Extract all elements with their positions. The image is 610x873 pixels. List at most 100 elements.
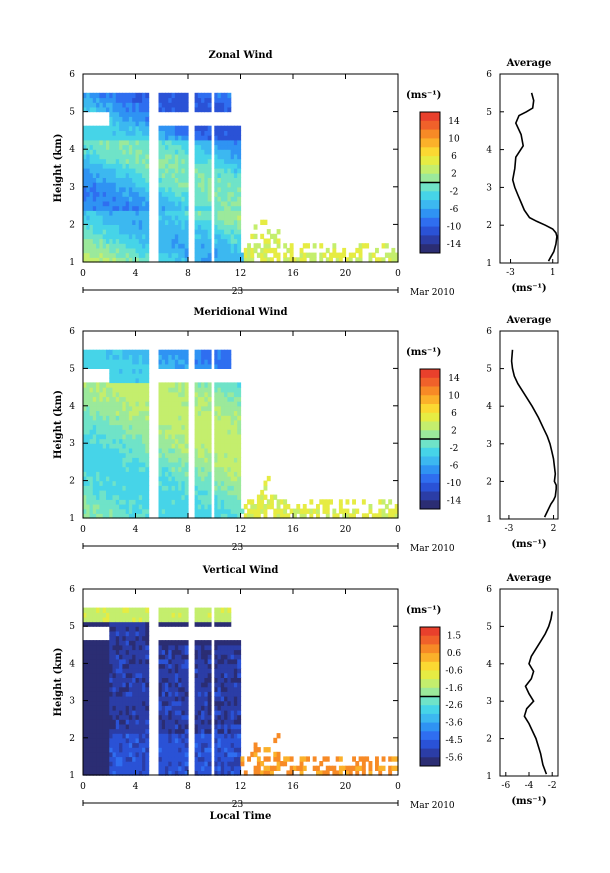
heatmap-cell bbox=[158, 106, 163, 113]
heatmap-cell bbox=[194, 158, 199, 164]
heatmap-cell bbox=[204, 672, 209, 678]
heatmap-cell bbox=[102, 640, 107, 646]
heatmap-cell bbox=[135, 368, 140, 374]
heatmap-cell bbox=[109, 452, 114, 458]
heatmap-cell bbox=[102, 233, 107, 240]
heatmap-cell bbox=[115, 363, 120, 369]
heatmap-cell bbox=[214, 770, 219, 776]
heatmap-cell bbox=[109, 363, 114, 369]
heatmap-cell bbox=[338, 257, 343, 263]
heatmap-cell bbox=[178, 135, 183, 141]
heatmap-cell bbox=[197, 513, 202, 519]
heatmap-cell bbox=[201, 229, 205, 235]
heatmap-cell bbox=[171, 770, 176, 776]
heatmap-cell bbox=[197, 130, 202, 136]
heatmap-cell bbox=[86, 756, 91, 762]
heatmap-cell bbox=[197, 723, 202, 730]
heatmap-cell bbox=[96, 616, 100, 623]
colorbar-swatch bbox=[420, 120, 440, 130]
heatmap-cell bbox=[125, 163, 130, 169]
heatmap-cell bbox=[165, 191, 169, 197]
heatmap-cell bbox=[194, 621, 199, 627]
heatmap-cell bbox=[145, 373, 150, 379]
heatmap-cell bbox=[207, 480, 212, 486]
heatmap-cell bbox=[138, 97, 143, 103]
colorbar-swatch bbox=[420, 696, 440, 706]
heatmap-cell bbox=[201, 696, 205, 702]
heatmap-cell bbox=[243, 504, 248, 510]
heatmap-cell bbox=[384, 504, 389, 510]
heatmap-cell bbox=[197, 125, 202, 131]
heatmap-cell bbox=[197, 396, 202, 402]
heatmap-cell bbox=[109, 466, 114, 472]
heatmap-cell bbox=[165, 433, 169, 440]
heatmap-cell bbox=[174, 714, 179, 720]
heatmap-cell bbox=[214, 756, 219, 762]
heatmap-cell bbox=[171, 401, 176, 407]
heatmap-cell bbox=[201, 363, 205, 369]
heatmap-cell bbox=[102, 405, 107, 412]
heatmap-cell bbox=[227, 382, 232, 388]
heatmap-cell bbox=[168, 257, 173, 263]
heatmap-cell bbox=[181, 135, 186, 141]
heatmap-cell bbox=[92, 457, 97, 463]
heatmap-cell bbox=[233, 419, 238, 426]
heatmap-cell bbox=[158, 257, 163, 263]
heatmap-cell bbox=[194, 257, 199, 263]
heatmap-cell bbox=[178, 621, 183, 627]
heatmap-cell bbox=[197, 391, 202, 398]
heatmap-cell bbox=[132, 116, 137, 122]
heatmap-cell bbox=[227, 233, 232, 240]
heatmap-cell bbox=[375, 247, 379, 254]
heatmap-cell bbox=[106, 504, 110, 510]
heatmap-cell bbox=[250, 247, 255, 254]
heatmap-cell bbox=[201, 210, 205, 216]
heatmap-cell bbox=[168, 654, 173, 660]
heatmap-cell bbox=[184, 243, 189, 249]
heatmap-cell bbox=[201, 415, 205, 421]
heatmap-cell bbox=[204, 508, 209, 514]
heatmap-cell bbox=[171, 163, 176, 169]
heatmap-cell bbox=[263, 219, 268, 225]
heatmap-cell bbox=[89, 447, 94, 454]
heatmap-cell bbox=[233, 443, 238, 449]
heatmap-cell bbox=[283, 513, 288, 519]
heatmap-cell bbox=[194, 696, 199, 702]
heatmap-cell bbox=[89, 709, 94, 716]
heatmap-cell bbox=[99, 106, 104, 113]
heatmap-cell bbox=[96, 607, 100, 613]
heatmap-cell bbox=[230, 396, 235, 402]
heatmap-cell bbox=[135, 654, 140, 660]
heatmap-cell bbox=[122, 433, 127, 440]
heatmap-cell bbox=[161, 452, 166, 458]
heatmap-cell bbox=[135, 219, 140, 225]
heatmap-cell bbox=[227, 97, 232, 103]
heatmap-cell bbox=[358, 257, 363, 263]
heatmap-cell bbox=[83, 139, 87, 146]
heatmap-cell bbox=[204, 751, 209, 758]
heatmap-cell bbox=[168, 700, 173, 706]
heatmap-cell bbox=[138, 494, 143, 500]
heatmap-cell bbox=[138, 649, 143, 655]
colorbar-swatch bbox=[420, 377, 440, 387]
x-axis-label: Local Time bbox=[210, 811, 272, 822]
heatmap-cell bbox=[125, 621, 130, 627]
heatmap-cell bbox=[220, 616, 225, 623]
heatmap-cell bbox=[135, 205, 140, 211]
heatmap-cell bbox=[135, 621, 140, 627]
heatmap-cell bbox=[125, 433, 130, 440]
heatmap-cell bbox=[89, 640, 94, 646]
heatmap-cell bbox=[99, 135, 104, 141]
heatmap-cell bbox=[338, 252, 343, 258]
heatmap-cell bbox=[178, 200, 183, 207]
heatmap-cell bbox=[233, 475, 238, 482]
heatmap-cell bbox=[204, 640, 209, 646]
heatmap-cell bbox=[207, 424, 212, 430]
heatmap-cell bbox=[125, 172, 130, 178]
heatmap-cell bbox=[99, 354, 104, 360]
heatmap-cell bbox=[227, 354, 232, 360]
heatmap-cell bbox=[207, 612, 212, 618]
heatmap-cell bbox=[109, 447, 114, 454]
heatmap-cell bbox=[158, 677, 163, 683]
heatmap-cell bbox=[109, 616, 114, 623]
